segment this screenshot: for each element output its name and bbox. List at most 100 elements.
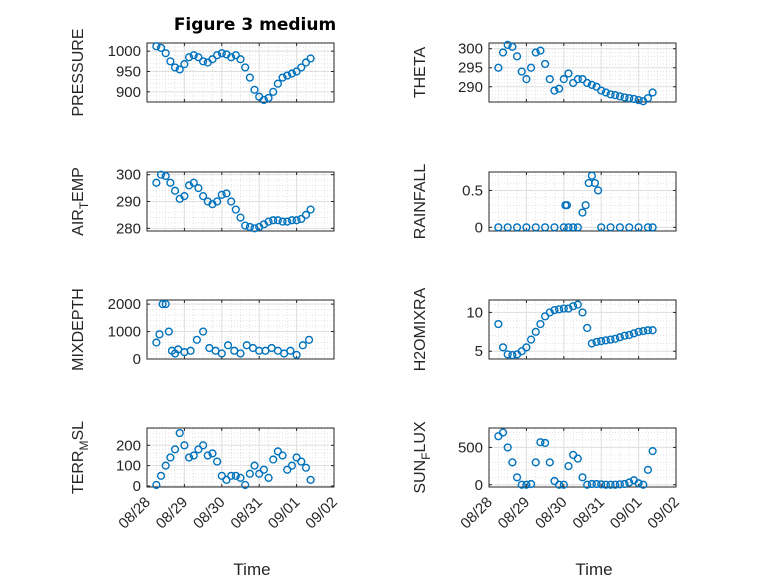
data-point [189, 451, 198, 460]
data-point [301, 210, 311, 220]
data-point [236, 55, 245, 64]
data-point [217, 471, 226, 480]
data-point [213, 51, 222, 60]
data-point [156, 471, 166, 480]
data-point [259, 95, 268, 105]
x-tick-label: 08/30 [190, 494, 229, 533]
data-point [192, 335, 201, 344]
data-point [573, 223, 582, 232]
data-point [306, 205, 315, 214]
data-point [264, 473, 273, 482]
data-point [166, 57, 175, 66]
data-point [592, 479, 601, 489]
data-point [161, 171, 170, 181]
data-point [559, 75, 568, 84]
data-point [569, 223, 578, 232]
data-point [536, 319, 545, 329]
data-point [620, 331, 629, 340]
data-point [283, 465, 292, 474]
data-point [526, 479, 536, 489]
data-point [550, 86, 559, 95]
data-point [186, 346, 195, 355]
data-point [583, 480, 592, 489]
data-point [615, 223, 625, 232]
y-tick-label: 290 [116, 194, 141, 211]
x-tick-label: 08/28 [115, 494, 154, 533]
axes-box [488, 42, 677, 103]
data-point [208, 449, 217, 458]
data-point [161, 49, 170, 58]
data-point [512, 473, 522, 482]
data-point [222, 475, 231, 484]
data-point [189, 51, 198, 60]
data-point [634, 223, 643, 232]
data-point [606, 335, 615, 344]
data-point [241, 480, 250, 490]
x-tick-label: 08/31 [227, 494, 266, 533]
y-tick-label: 0 [475, 477, 483, 494]
y-tick-label: 950 [116, 63, 141, 80]
data-point [629, 329, 639, 338]
data-point [508, 458, 517, 467]
data-point [648, 447, 657, 456]
y-tick-label: 1000 [108, 324, 141, 341]
data-point [180, 192, 189, 201]
plot-area [489, 172, 676, 231]
data-point [643, 223, 653, 232]
data-point [283, 217, 292, 226]
data-point [283, 71, 292, 80]
data-point [503, 223, 512, 232]
data-point [161, 300, 170, 309]
data-point [213, 457, 222, 466]
data-point [301, 463, 311, 472]
data-point [199, 441, 208, 450]
data-point [569, 302, 578, 311]
subplot-2: 290 295 300 THETA [412, 40, 677, 106]
data-point [498, 48, 508, 57]
x-tick-label: 08/30 [532, 494, 571, 533]
data-point [587, 80, 596, 89]
data-point [531, 48, 540, 57]
data-point [264, 217, 273, 226]
data-point [161, 461, 170, 470]
y-tick-label: 5 [475, 343, 483, 360]
data-point [503, 40, 512, 50]
data-point [606, 480, 615, 489]
x-tick-label: 08/29 [153, 494, 192, 533]
data-point [152, 42, 161, 51]
data-point [639, 480, 648, 489]
data-point [615, 333, 625, 342]
data-point [503, 350, 512, 359]
y-tick-label: 10 [466, 304, 483, 321]
data-point [194, 183, 203, 193]
x-axis-label-right: Time [575, 560, 612, 579]
data-point [643, 326, 653, 335]
data-point [648, 326, 657, 335]
data-point [526, 335, 536, 344]
data-point [503, 443, 512, 452]
data-point [236, 349, 245, 358]
subplot-1: 900 950 1000 PRESSURE [70, 28, 335, 117]
data-point [625, 223, 634, 232]
data-point [648, 88, 657, 97]
data-point [611, 91, 620, 100]
data-point [555, 480, 564, 489]
data-point [292, 216, 301, 225]
data-point [236, 473, 245, 482]
data-point [615, 92, 625, 101]
data-point [152, 178, 161, 187]
data-point [306, 54, 315, 63]
y-tick-label: 0 [133, 478, 141, 495]
plot-area [147, 43, 334, 102]
data-point [531, 223, 540, 232]
data-point [269, 87, 278, 96]
data-point [241, 63, 250, 72]
y-tick-label: 0 [475, 219, 483, 236]
data-point [278, 73, 287, 82]
data-point [634, 95, 643, 105]
data-point [573, 75, 582, 84]
y-tick-label: 300 [116, 167, 141, 184]
plot-area [489, 428, 676, 487]
data-point [217, 190, 226, 199]
